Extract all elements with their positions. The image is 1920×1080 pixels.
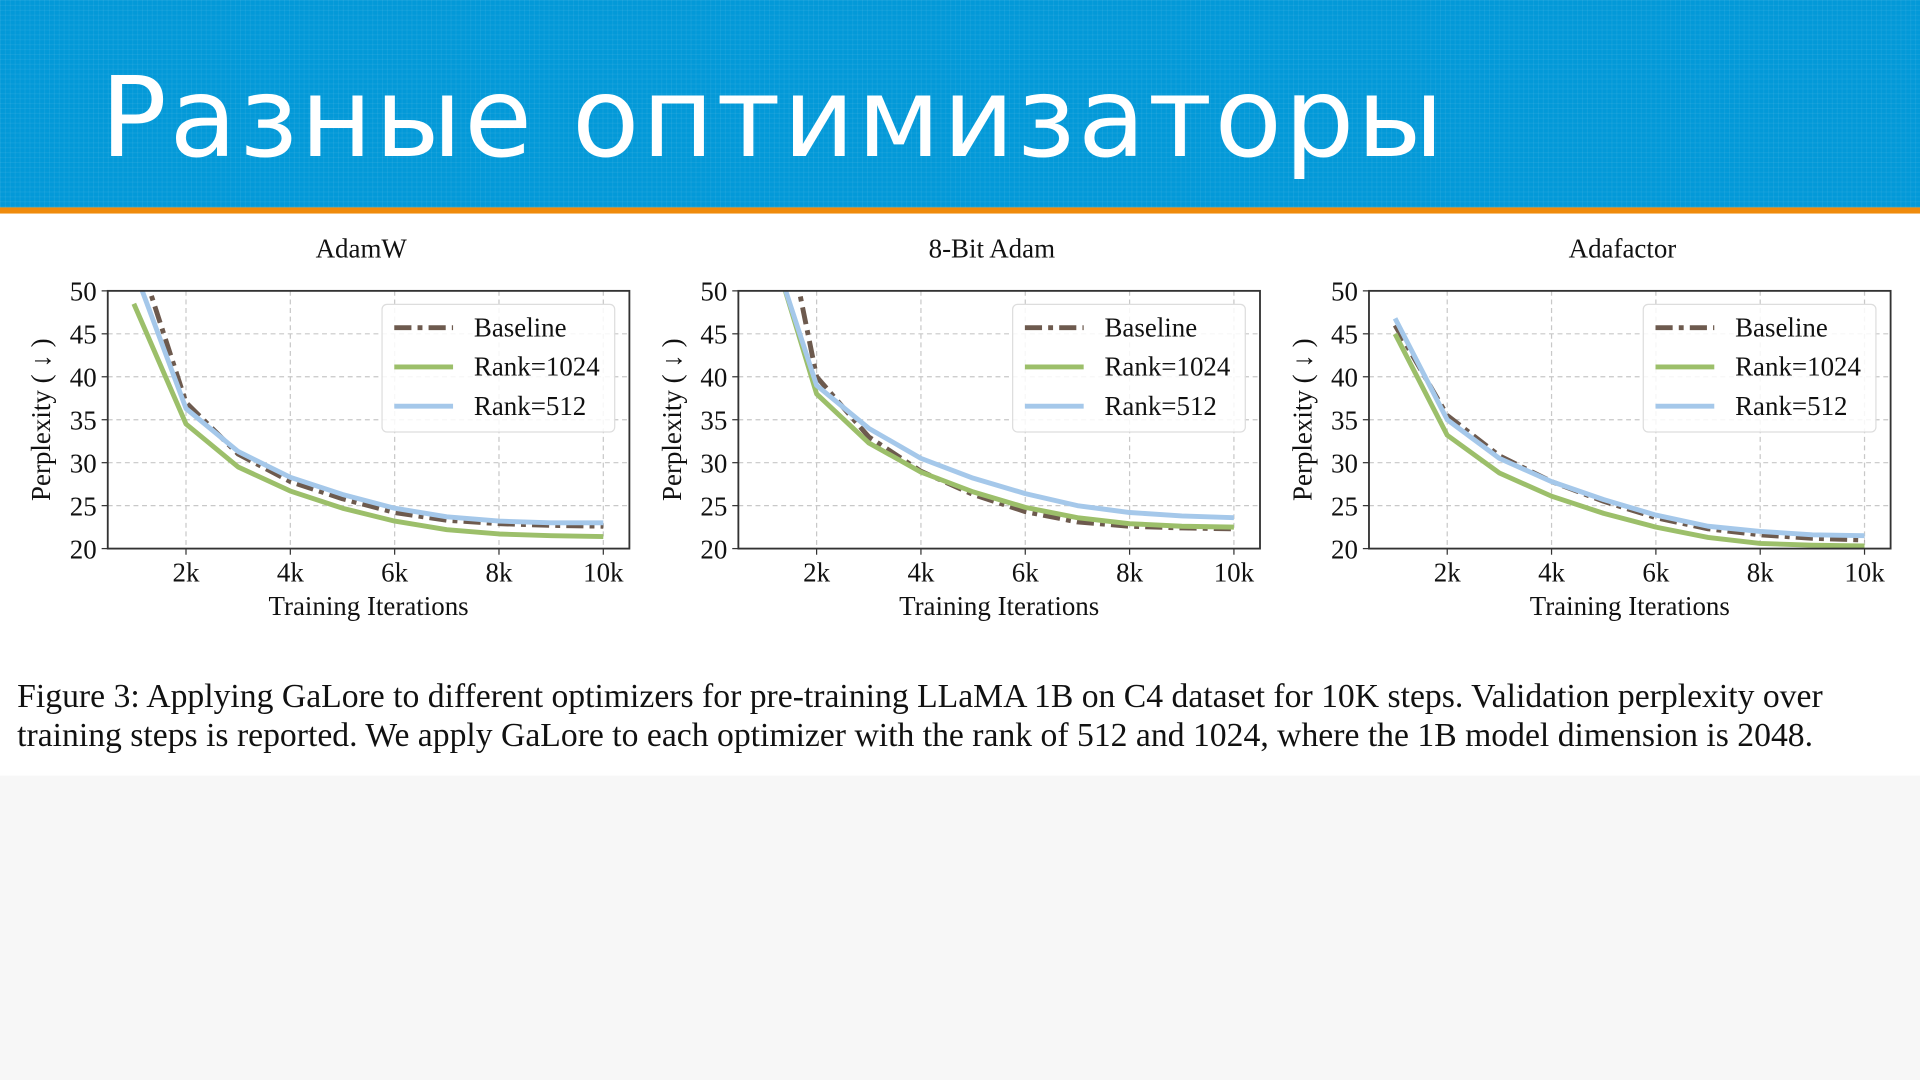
legend: Baseline Rank=1024 Rank=512 [1642,303,1877,433]
chart-2: Adafactor 2k 4k 6k 8k 10k 20 25 30 35 40 45 50 Baseli… [1287,234,1892,621]
slide-header [0,0,1920,208]
x-axis-label: Training Iterations [268,591,468,621]
legend-box [1012,303,1246,433]
x-tick-label: 10k [1214,558,1255,588]
chart-0: AdamW 2k 4k 6k 8k 10k 20 25 30 35 40 45 50 Baseline Ra… [26,234,631,621]
x-tick-label: 10k [1844,558,1885,588]
y-axis-label: Perplexity ( ↓ ) [26,338,56,501]
y-tick-label: 45 [700,320,727,350]
legend: Baseline Rank=1024 Rank=512 [1012,303,1246,433]
x-tick-label: 2k [1434,558,1461,588]
y-tick-label: 50 [70,277,97,307]
header-accent-line [0,207,1920,214]
y-tick-label: 40 [1331,363,1358,393]
y-tick-label: 50 [1331,277,1358,307]
y-tick-label: 25 [700,491,727,521]
chart-title: 8-Bit Adam [929,234,1055,264]
x-tick-label: 2k [173,558,200,588]
y-tick-label: 45 [70,320,97,350]
series-line-rank-1024 [1392,332,1865,549]
y-tick-label: 35 [70,406,97,436]
x-tick-label: 2k [803,558,830,588]
x-tick-label: 8k [486,558,513,588]
y-tick-label: 20 [700,534,727,564]
legend: Baseline Rank=1024 Rank=512 [381,303,616,433]
x-axis-label: Training Iterations [899,591,1099,621]
x-tick-label: 6k [381,558,408,588]
legend-box [381,303,616,433]
y-tick-label: 30 [70,448,97,478]
y-tick-label: 40 [700,363,727,393]
x-tick-label: 8k [1747,558,1774,588]
legend-label: Rank=512 [474,391,586,421]
chart-title: Adafactor [1569,234,1677,264]
y-tick-label: 35 [1331,406,1358,436]
y-tick-label: 30 [1331,448,1358,478]
series-line-rank-512 [139,290,604,526]
y-axis-label: Perplexity ( ↓ ) [657,338,687,501]
caption-label: Figure 3: [17,676,140,715]
chart-title: AdamW [316,234,408,264]
series-line-rank-512 [1392,317,1865,539]
series-line-rank-1024 [782,290,1234,530]
legend-label: Rank=1024 [1104,352,1230,382]
legend-label: Rank=512 [1104,391,1216,421]
y-tick-label: 25 [70,491,97,521]
y-tick-label: 40 [70,363,97,393]
x-tick-label: 6k [1642,558,1669,588]
y-tick-label: 20 [70,534,97,564]
y-axis-label: Perplexity ( ↓ ) [1287,338,1317,501]
series-line-rank-512 [783,290,1234,521]
x-tick-label: 4k [907,558,934,588]
x-axis-label: Training Iterations [1530,591,1730,621]
y-tick-label: 35 [700,406,727,436]
x-tick-label: 8k [1116,558,1143,588]
legend-label: Rank=1024 [1735,352,1861,382]
chart-1: 8-Bit Adam 2k 4k 6k 8k 10k 20 25 30 35 40 45 50 Basel… [657,234,1261,621]
slide-title: Разные оптимизаторы [100,53,1447,183]
legend-label: Rank=1024 [474,352,600,382]
charts-figure: AdamW 2k 4k 6k 8k 10k 20 25 30 35 40 45 50 Baseline Ra… [26,234,1892,621]
caption-text: Applying GaLore to different optimizers … [17,676,1823,754]
plot-frame [106,289,631,550]
y-tick-label: 20 [1331,534,1358,564]
plot-frame [1368,289,1892,550]
y-tick-label: 25 [1331,491,1358,521]
legend-box [1642,303,1877,433]
x-tick-label: 4k [1538,558,1565,588]
x-tick-label: 4k [277,558,304,588]
series-line-rank-1024 [131,302,604,540]
legend-label: Baseline [474,312,567,342]
legend-label: Rank=512 [1735,391,1847,421]
y-tick-label: 30 [700,448,727,478]
y-tick-label: 45 [1331,320,1358,350]
figure-caption: Figure 3: Applying GaLore to different o… [17,676,1915,755]
x-tick-label: 6k [1012,558,1039,588]
y-tick-label: 50 [700,277,727,307]
legend-label: Baseline [1104,312,1197,342]
x-tick-label: 10k [583,558,624,588]
plot-frame [737,289,1261,550]
empty-area [0,775,1920,1080]
legend-label: Baseline [1735,312,1828,342]
